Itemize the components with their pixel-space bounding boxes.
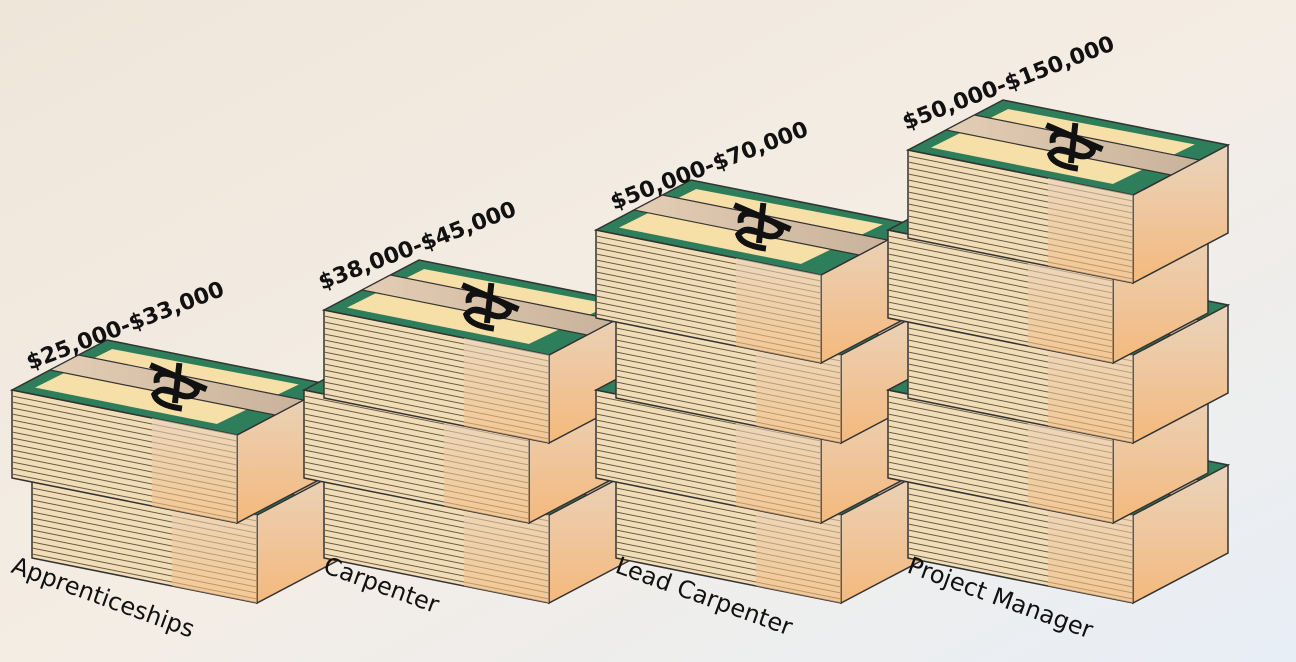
band-front [736, 258, 821, 363]
band-front [464, 338, 549, 443]
band-front [1048, 178, 1133, 283]
infographic: $25,000-$33,000Apprenticeships$38,000-$4… [0, 0, 1296, 662]
band-front [152, 418, 237, 523]
